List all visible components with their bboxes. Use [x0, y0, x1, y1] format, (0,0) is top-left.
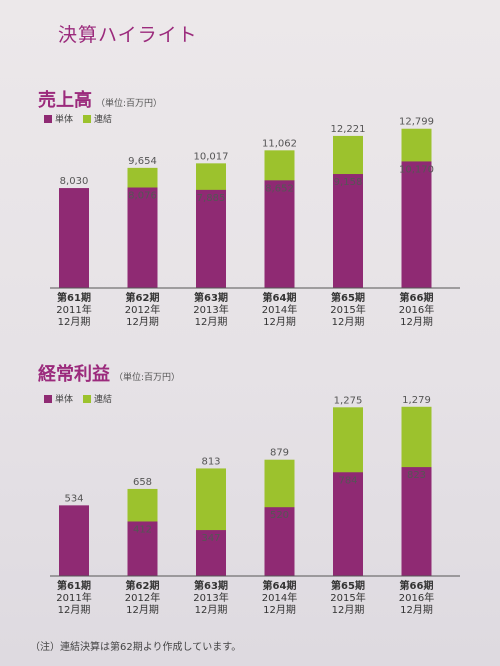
- footnote: （注）連結決算は第62期より作成しています。: [30, 642, 242, 653]
- legend-item-consolidated: 連結: [83, 112, 112, 125]
- category-label: 12月期: [400, 604, 433, 616]
- value-label-consolidated: 813: [201, 456, 220, 467]
- category-label: 2014年: [262, 303, 297, 316]
- profit-legend: 単体 連結: [44, 392, 112, 405]
- category-label: 第63期: [194, 579, 228, 592]
- category-label: 第61期: [57, 291, 91, 304]
- category-label: 12月期: [126, 604, 159, 616]
- value-label-consolidated: 12,221: [331, 124, 366, 135]
- category-label: 2011年: [56, 303, 91, 316]
- sales-unit: （単位:百万円）: [96, 99, 163, 109]
- value-label-consolidated: 9,654: [128, 156, 157, 167]
- category-label: 12月期: [332, 604, 365, 616]
- bar-standalone: [196, 189, 226, 288]
- value-label-consolidated: 10,017: [194, 151, 229, 162]
- value-label-standalone: 823: [407, 470, 426, 481]
- bar-standalone: [127, 187, 158, 288]
- bar-standalone: [127, 521, 158, 576]
- category-label: 12月期: [126, 316, 159, 328]
- bar-standalone: [59, 188, 89, 288]
- value-label-standalone: 8,076: [128, 190, 157, 201]
- category-label: 第64期: [263, 291, 297, 304]
- bar-standalone: [401, 467, 432, 576]
- category-label: 第65期: [331, 291, 365, 304]
- category-label: 2012年: [125, 591, 160, 604]
- legend-item-standalone: 単体: [44, 112, 73, 125]
- category-label: 12月期: [263, 604, 296, 616]
- value-label-standalone: 412: [133, 524, 152, 535]
- category-label: 12月期: [195, 316, 228, 328]
- page-title: 決算ハイライト: [58, 24, 198, 46]
- value-label-standalone: 7,885: [197, 193, 226, 204]
- value-label-standalone: 9,158: [334, 177, 363, 188]
- category-label: 第62期: [126, 291, 160, 304]
- category-label: 12月期: [400, 316, 433, 328]
- legend-item-consolidated: 連結: [83, 392, 112, 405]
- value-label-consolidated: 879: [270, 448, 289, 459]
- category-label: 第66期: [400, 579, 434, 592]
- bar-standalone: [264, 180, 295, 288]
- category-label: 2013年: [193, 303, 228, 316]
- category-label: 第62期: [126, 579, 160, 592]
- sales-title: 売上高: [38, 90, 92, 111]
- sales-section-title: 売上高 （単位:百万円）: [38, 86, 162, 112]
- legend-label-standalone: 単体: [55, 395, 74, 405]
- category-label: 2016年: [399, 303, 434, 316]
- value-label-standalone: 8,030: [60, 176, 89, 187]
- bar-standalone: [196, 530, 226, 576]
- category-label: 12月期: [195, 604, 228, 616]
- category-label: 第64期: [263, 579, 297, 592]
- category-label: 12月期: [58, 316, 91, 328]
- category-label: 2015年: [330, 303, 365, 316]
- category-label: 12月期: [332, 316, 365, 328]
- category-label: 第63期: [194, 291, 228, 304]
- legend-label-standalone: 単体: [55, 115, 74, 125]
- legend-label-consolidated: 連結: [94, 395, 113, 405]
- profit-unit: （単位:百万円）: [114, 373, 181, 383]
- category-label: 2013年: [193, 591, 228, 604]
- profit-title: 経常利益: [38, 364, 110, 385]
- category-label: 2011年: [56, 591, 91, 604]
- value-label-standalone: 8,652: [265, 183, 294, 194]
- value-label-standalone: 784: [338, 475, 357, 486]
- value-label-consolidated: 658: [133, 477, 152, 488]
- value-label-standalone: 534: [64, 493, 83, 504]
- bar-standalone: [59, 505, 89, 576]
- value-label-consolidated: 11,062: [262, 138, 297, 149]
- value-label-consolidated: 1,275: [334, 395, 363, 406]
- profit-section-title: 経常利益 （単位:百万円）: [38, 360, 180, 386]
- legend-label-consolidated: 連結: [94, 115, 113, 125]
- value-label-standalone: 520: [270, 510, 289, 521]
- bar-standalone: [333, 472, 363, 576]
- category-label: 12月期: [263, 316, 296, 328]
- category-label: 12月期: [58, 604, 91, 616]
- bar-standalone: [401, 161, 432, 288]
- category-label: 第65期: [331, 579, 365, 592]
- category-label: 2014年: [262, 591, 297, 604]
- category-label: 2016年: [399, 591, 434, 604]
- value-label-standalone: 347: [201, 533, 220, 544]
- legend-swatch-consolidated: [83, 394, 92, 403]
- value-label-consolidated: 1,279: [402, 395, 431, 406]
- category-label: 第61期: [57, 579, 91, 592]
- legend-item-standalone: 単体: [44, 392, 73, 405]
- value-label-consolidated: 12,799: [399, 117, 434, 128]
- legend-swatch-standalone: [44, 114, 52, 123]
- legend-swatch-consolidated: [83, 114, 92, 123]
- value-label-standalone: 10,170: [399, 164, 434, 175]
- sales-legend: 単体 連結: [44, 112, 112, 125]
- bar-standalone: [333, 174, 363, 288]
- legend-swatch-standalone: [44, 394, 52, 403]
- category-label: 2015年: [330, 591, 365, 604]
- category-label: 2012年: [125, 303, 160, 316]
- category-label: 第66期: [400, 291, 434, 304]
- bar-standalone: [264, 507, 295, 576]
